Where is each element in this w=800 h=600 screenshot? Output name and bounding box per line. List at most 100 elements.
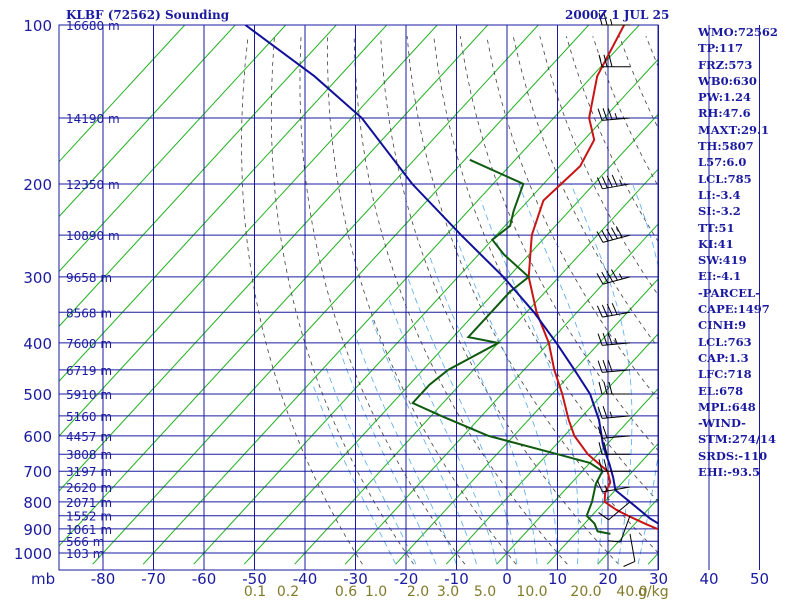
barb-feather [597, 360, 603, 373]
height-label: 12350 m [66, 178, 120, 192]
index-item: WMO:72562 [698, 25, 778, 39]
temperature-tick-label: -10 [444, 570, 469, 588]
mixing-ratio-unit: g/kg [638, 584, 669, 600]
barb-feather [598, 54, 603, 67]
wind-barb [608, 515, 631, 543]
isotherms [59, 25, 658, 565]
temperature-tick-label: 10 [548, 570, 567, 588]
index-item: LI:-3.4 [698, 187, 741, 202]
temperature-tick-label: -40 [293, 570, 318, 588]
height-label: 14190 m [66, 112, 120, 126]
index-item: -PARCEL- [698, 285, 760, 300]
moist-adiabat [480, 200, 579, 565]
index-item: LFC:718 [698, 367, 752, 382]
barb-feather [598, 442, 603, 455]
dry-adiabat [433, 36, 658, 502]
barb-feather [598, 381, 603, 395]
stability-indices-list: WMO:72562 TP:117 FRZ:573 WB0:630 PW:1.24 RH:4… [698, 24, 778, 480]
height-label: 5160 m [66, 410, 112, 424]
barb-feather [596, 305, 603, 318]
chart-datetime: 2000Z 1 JUL 25 [565, 8, 670, 22]
barb-feather [602, 108, 608, 121]
mixing-ratio-label: 5.0 [474, 584, 496, 600]
mixing-ratio-label: 0.6 [335, 584, 357, 600]
index-item: EHI:-93.5 [698, 465, 761, 480]
wind-barbs [596, 12, 636, 567]
mixing-ratio-label: 2.0 [407, 584, 429, 600]
index-item: KI:41 [698, 236, 734, 251]
index-item: MAXT:29.1 [698, 122, 769, 137]
index-item: CAPE:1497 [698, 302, 770, 317]
barb-feather [598, 12, 603, 26]
barb-half-feather [610, 18, 613, 26]
height-label: 6719 m [66, 364, 112, 378]
index-item: SI:-3.2 [698, 204, 741, 219]
barb-feather [601, 271, 609, 284]
index-item: SW:419 [698, 253, 747, 268]
moist-adiabat [371, 318, 477, 565]
height-labels: 16680 m 14190 m 12350 m 10890 m 9658 m 8568 m… [66, 19, 120, 561]
barb-feather [606, 270, 614, 282]
barb-shaft [619, 515, 631, 543]
barb-feather [611, 269, 618, 281]
wind-barb [597, 359, 631, 373]
dry-adiabat [270, 36, 415, 565]
barb-half-feather [614, 113, 618, 120]
moist-adiabat [354, 333, 457, 565]
moist-adiabat [311, 382, 397, 565]
barb-shaft [608, 501, 631, 521]
temperature-tick-label: -60 [192, 570, 217, 588]
index-item: -WIND- [698, 416, 746, 431]
barb-half-feather [619, 179, 623, 186]
barb-feather [597, 406, 603, 419]
temperature-tick-label: -80 [91, 570, 116, 588]
moist-adiabat [407, 276, 518, 565]
isotherm-line [496, 388, 658, 565]
wind-barb [596, 269, 631, 285]
pressure-tick-label: 100 [23, 17, 52, 35]
isotherm-line [294, 168, 658, 565]
parcel-trace [244, 25, 658, 525]
moist-adiabat [429, 256, 538, 565]
isotherm-line [59, 25, 186, 163]
barb-feather [601, 304, 608, 317]
isotherm-line [344, 223, 658, 565]
height-label: 7600 m [66, 337, 112, 351]
index-item: STM:274/14 [698, 432, 777, 447]
barb-feather [597, 333, 603, 346]
isotherm-line [395, 278, 658, 565]
temperature-tick-label: -70 [141, 570, 166, 588]
barb-half-feather [618, 273, 623, 280]
pressure-tick-label: 300 [23, 269, 52, 287]
index-item: CAP:1.3 [698, 350, 749, 365]
dry-adiabat [380, 36, 619, 565]
barb-feather [623, 560, 636, 567]
pressure-tick-label: 500 [23, 386, 52, 404]
temperature-tick-label: -50 [242, 570, 267, 588]
barb-shaft [629, 533, 636, 562]
barb-feather [602, 426, 608, 439]
moist-adiabat [518, 183, 604, 565]
barb-half-feather [609, 411, 613, 418]
temperature-tick-label: 30 [649, 570, 668, 588]
barb-feather [602, 360, 608, 373]
index-item: LCL:785 [698, 171, 752, 186]
dry-adiabat [512, 36, 658, 348]
pressure-tick-label: 1000 [14, 545, 52, 563]
isotherm-line [59, 25, 236, 218]
barb-feather [596, 231, 604, 243]
height-label: 1552 m [66, 510, 112, 524]
index-item: FRZ:573 [698, 57, 753, 72]
wind-barb [598, 54, 630, 68]
mixing-ratio-label: 1.0 [365, 584, 387, 600]
barb-half-feather [614, 338, 618, 345]
barb-feather [603, 54, 608, 67]
height-label: 2071 m [66, 496, 112, 510]
wind-barb [598, 442, 630, 455]
height-label: 5910 m [66, 388, 112, 402]
barb-feather [615, 226, 623, 238]
barb-feather [597, 426, 603, 439]
index-item: EI:-4.1 [698, 269, 742, 284]
wind-barb [597, 426, 631, 439]
index-item: RH:47.6 [698, 106, 751, 121]
